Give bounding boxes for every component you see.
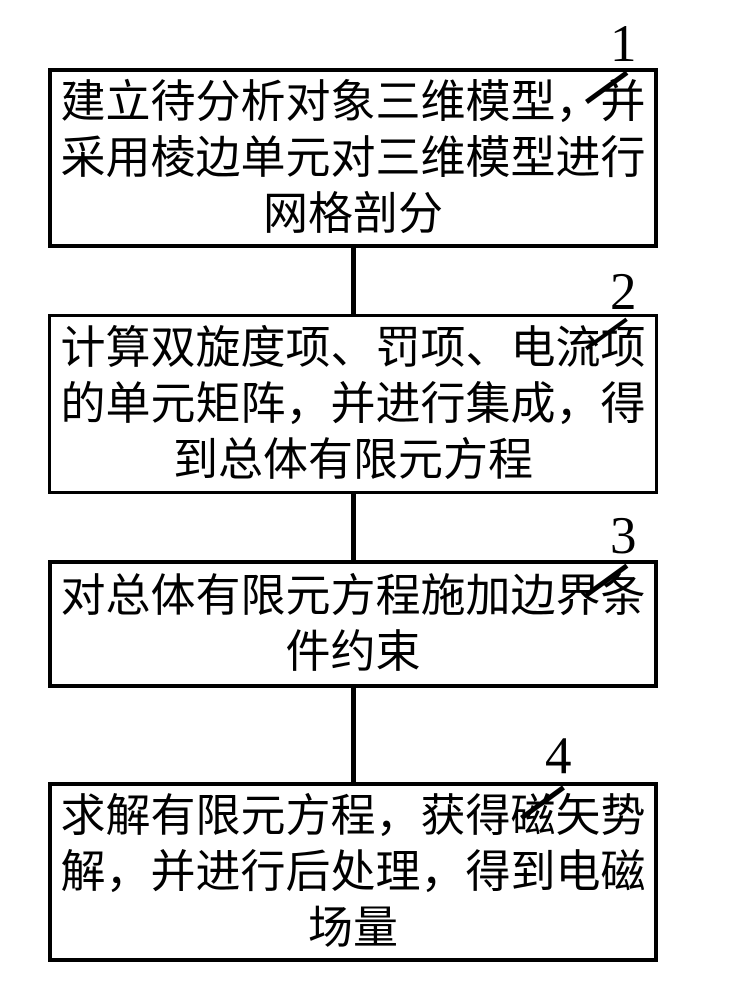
edge-2-3 <box>351 494 356 560</box>
flow-node-2: 计算双旋度项、罚项、电流项的单元矩阵，并进行集成，得到总体有限元方程 <box>48 314 658 494</box>
flowchart-canvas: 建立待分析对象三维模型，并采用棱边单元对三维模型进行网格剖分 1 计算双旋度项、… <box>0 0 735 1000</box>
flow-node-3: 对总体有限元方程施加边界条件约束 <box>48 560 658 688</box>
flow-node-1-text: 建立待分析对象三维模型，并采用棱边单元对三维模型进行网格剖分 <box>52 74 654 243</box>
flow-node-2-label: 2 <box>610 262 637 322</box>
flow-node-4-label: 4 <box>545 726 572 786</box>
flow-node-1-label: 1 <box>610 14 637 74</box>
flow-node-3-text: 对总体有限元方程施加边界条件约束 <box>52 568 654 681</box>
flow-node-3-label: 3 <box>610 506 637 566</box>
edge-1-2 <box>351 248 356 314</box>
flow-node-2-text: 计算双旋度项、罚项、电流项的单元矩阵，并进行集成，得到总体有限元方程 <box>51 320 655 489</box>
flow-node-1: 建立待分析对象三维模型，并采用棱边单元对三维模型进行网格剖分 <box>48 68 658 248</box>
edge-3-4 <box>351 688 356 782</box>
flow-node-4-text: 求解有限元方程，获得磁矢势解，并进行后处理，得到电磁场量 <box>52 788 654 957</box>
flow-node-4: 求解有限元方程，获得磁矢势解，并进行后处理，得到电磁场量 <box>48 782 658 962</box>
